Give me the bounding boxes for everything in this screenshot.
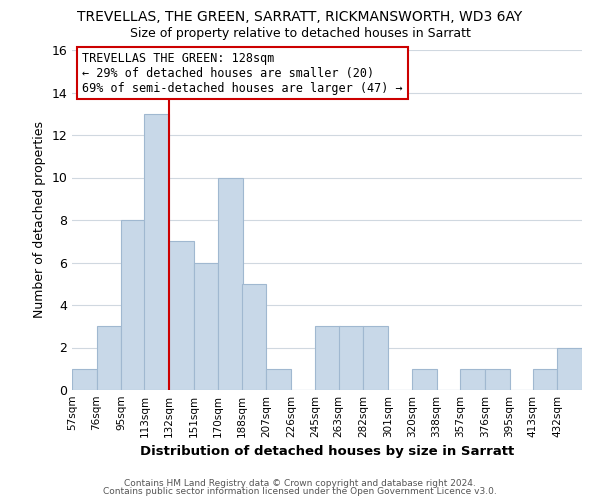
Bar — [169, 242, 194, 390]
Bar — [218, 178, 243, 390]
Bar — [121, 220, 146, 390]
Text: TREVELLAS, THE GREEN, SARRATT, RICKMANSWORTH, WD3 6AY: TREVELLAS, THE GREEN, SARRATT, RICKMANSW… — [77, 10, 523, 24]
Text: Size of property relative to detached houses in Sarratt: Size of property relative to detached ho… — [130, 28, 470, 40]
Bar — [533, 369, 557, 390]
Bar — [412, 369, 437, 390]
Y-axis label: Number of detached properties: Number of detached properties — [33, 122, 46, 318]
Bar — [316, 326, 340, 390]
Bar — [242, 284, 266, 390]
Bar — [460, 369, 485, 390]
Bar — [485, 369, 509, 390]
Text: TREVELLAS THE GREEN: 128sqm
← 29% of detached houses are smaller (20)
69% of sem: TREVELLAS THE GREEN: 128sqm ← 29% of det… — [82, 52, 403, 94]
Bar — [266, 369, 291, 390]
Text: Contains HM Land Registry data © Crown copyright and database right 2024.: Contains HM Land Registry data © Crown c… — [124, 478, 476, 488]
Bar — [72, 369, 97, 390]
Bar — [97, 326, 121, 390]
Bar — [557, 348, 582, 390]
Bar — [363, 326, 388, 390]
X-axis label: Distribution of detached houses by size in Sarratt: Distribution of detached houses by size … — [140, 446, 514, 458]
Bar — [145, 114, 169, 390]
Bar — [338, 326, 363, 390]
Text: Contains public sector information licensed under the Open Government Licence v3: Contains public sector information licen… — [103, 487, 497, 496]
Bar — [194, 262, 218, 390]
